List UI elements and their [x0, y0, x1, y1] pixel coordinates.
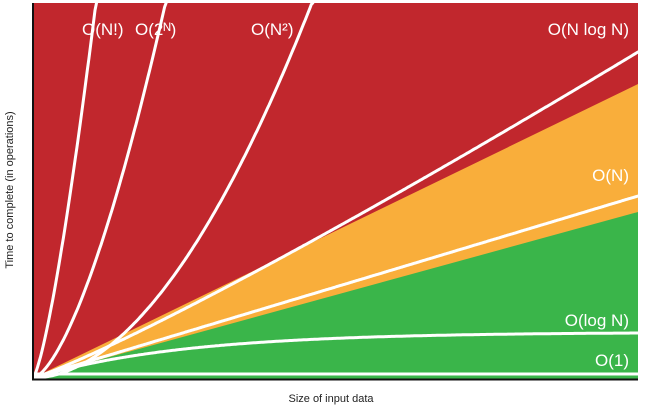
curve-logarithmic [31, 331, 640, 380]
curve-linearithmic [31, 50, 640, 380]
label-quadratic: O(N²) [251, 20, 293, 39]
curve-exponential [31, 1, 168, 380]
x-axis-label: Size of input data [288, 393, 374, 405]
regions [33, 3, 638, 380]
label-linearithmic: O(N log N) [548, 20, 629, 39]
label-logarithmic: O(log N) [565, 311, 629, 330]
region-good [33, 212, 638, 379]
label-exponential: O(2ᴺ) [135, 20, 176, 39]
curve-factorial [31, 1, 98, 380]
curves [31, 1, 640, 380]
label-factorial: O(N!) [82, 20, 124, 39]
label-constant: O(1) [595, 351, 629, 370]
y-axis-label: Time to complete (in operations) [4, 111, 16, 268]
label-linear: O(N) [592, 166, 629, 185]
curve-linear [31, 194, 640, 380]
curve-labels: O(N!) O(2ᴺ) O(N²) O(N log N) O(N) O(log N) O(1… [82, 20, 629, 370]
curve-constant [31, 372, 640, 380]
